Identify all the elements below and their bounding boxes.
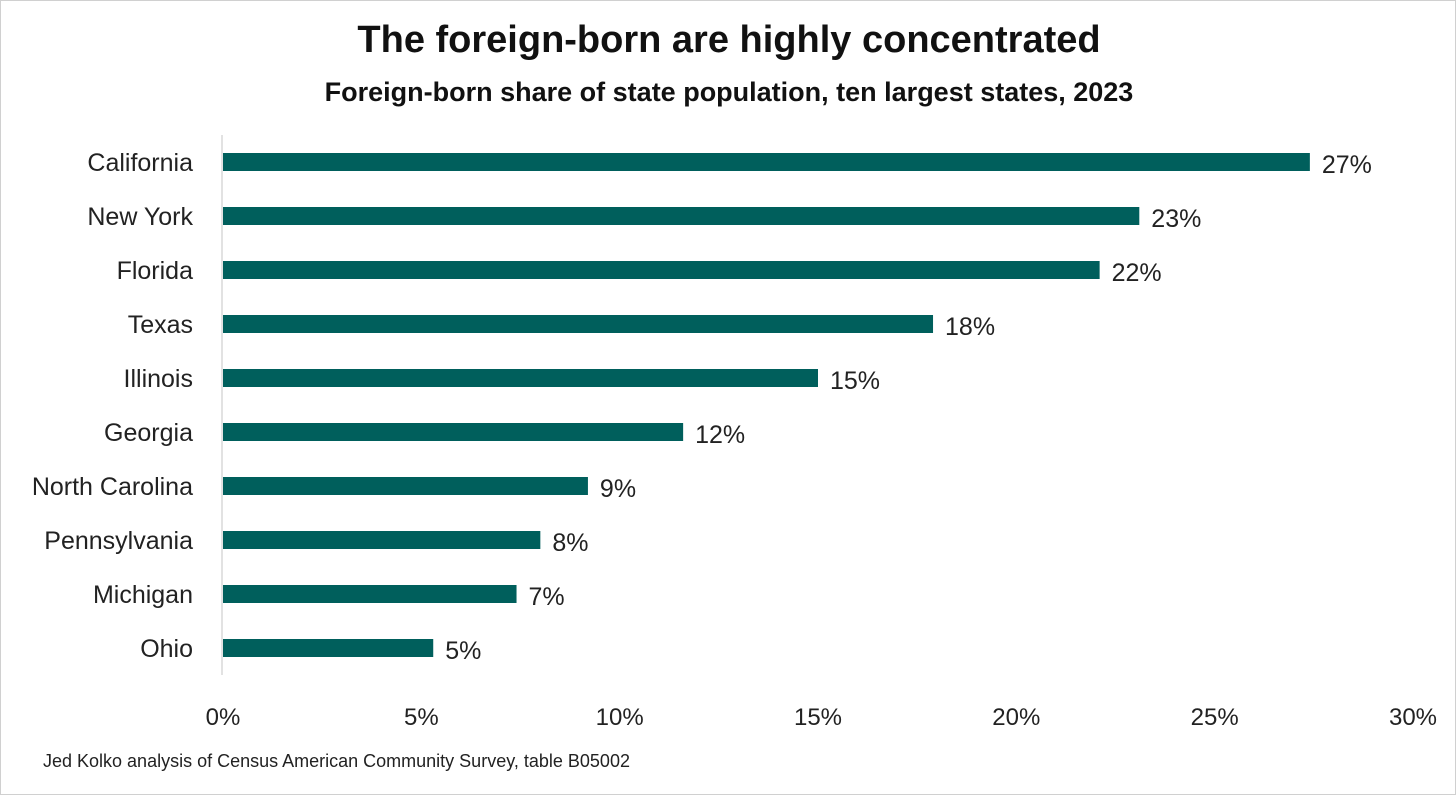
category-label: Texas xyxy=(128,311,193,339)
chart-title: The foreign-born are highly concentrated xyxy=(357,19,1101,61)
x-tick-label: 20% xyxy=(992,704,1040,731)
data-label: 12% xyxy=(695,421,745,449)
bar xyxy=(223,477,588,495)
x-tick-label: 10% xyxy=(596,704,644,731)
data-label: 9% xyxy=(600,475,636,503)
bar xyxy=(223,369,818,387)
x-tick-label: 5% xyxy=(404,704,439,731)
bar xyxy=(223,531,541,549)
x-tick-label: 30% xyxy=(1389,704,1437,731)
data-label: 8% xyxy=(552,529,588,557)
x-tick-label: 0% xyxy=(206,704,241,731)
x-tick-label: 25% xyxy=(1191,704,1239,731)
bars-layer xyxy=(223,153,1310,657)
category-labels: California New York Florida Texas Illinois Ge… xyxy=(32,149,194,663)
x-axis-tick-labels: 0% 5% 10% 15% 20% 25% 30% xyxy=(206,704,1437,731)
bar xyxy=(223,585,517,603)
category-label: Ohio xyxy=(140,635,193,663)
chart-subtitle: Foreign-born share of state population, … xyxy=(324,77,1134,107)
category-label: New York xyxy=(87,203,193,231)
bar xyxy=(223,207,1140,225)
data-label: 23% xyxy=(1151,205,1201,233)
category-label: Pennsylvania xyxy=(44,527,193,555)
bar xyxy=(223,315,934,333)
category-label: California xyxy=(87,149,193,177)
category-label: North Carolina xyxy=(32,473,193,501)
category-label: Florida xyxy=(117,257,194,285)
data-label: 18% xyxy=(945,313,995,341)
source-note: Jed Kolko analysis of Census American Co… xyxy=(43,751,630,771)
data-label: 5% xyxy=(445,637,481,665)
x-tick-label: 15% xyxy=(794,704,842,731)
data-label: 22% xyxy=(1112,259,1162,287)
data-label: 7% xyxy=(529,583,565,611)
bar xyxy=(223,639,434,657)
bar xyxy=(223,261,1100,279)
data-label: 15% xyxy=(830,367,880,395)
category-label: Michigan xyxy=(93,581,193,609)
bar xyxy=(223,423,684,441)
category-label: Illinois xyxy=(124,365,193,393)
bar xyxy=(223,153,1310,171)
category-label: Georgia xyxy=(104,419,193,447)
value-labels: 27% 23% 22% 18% 15% 12% 9% 8% 7% 5% xyxy=(445,151,1372,665)
data-label: 27% xyxy=(1322,151,1372,179)
